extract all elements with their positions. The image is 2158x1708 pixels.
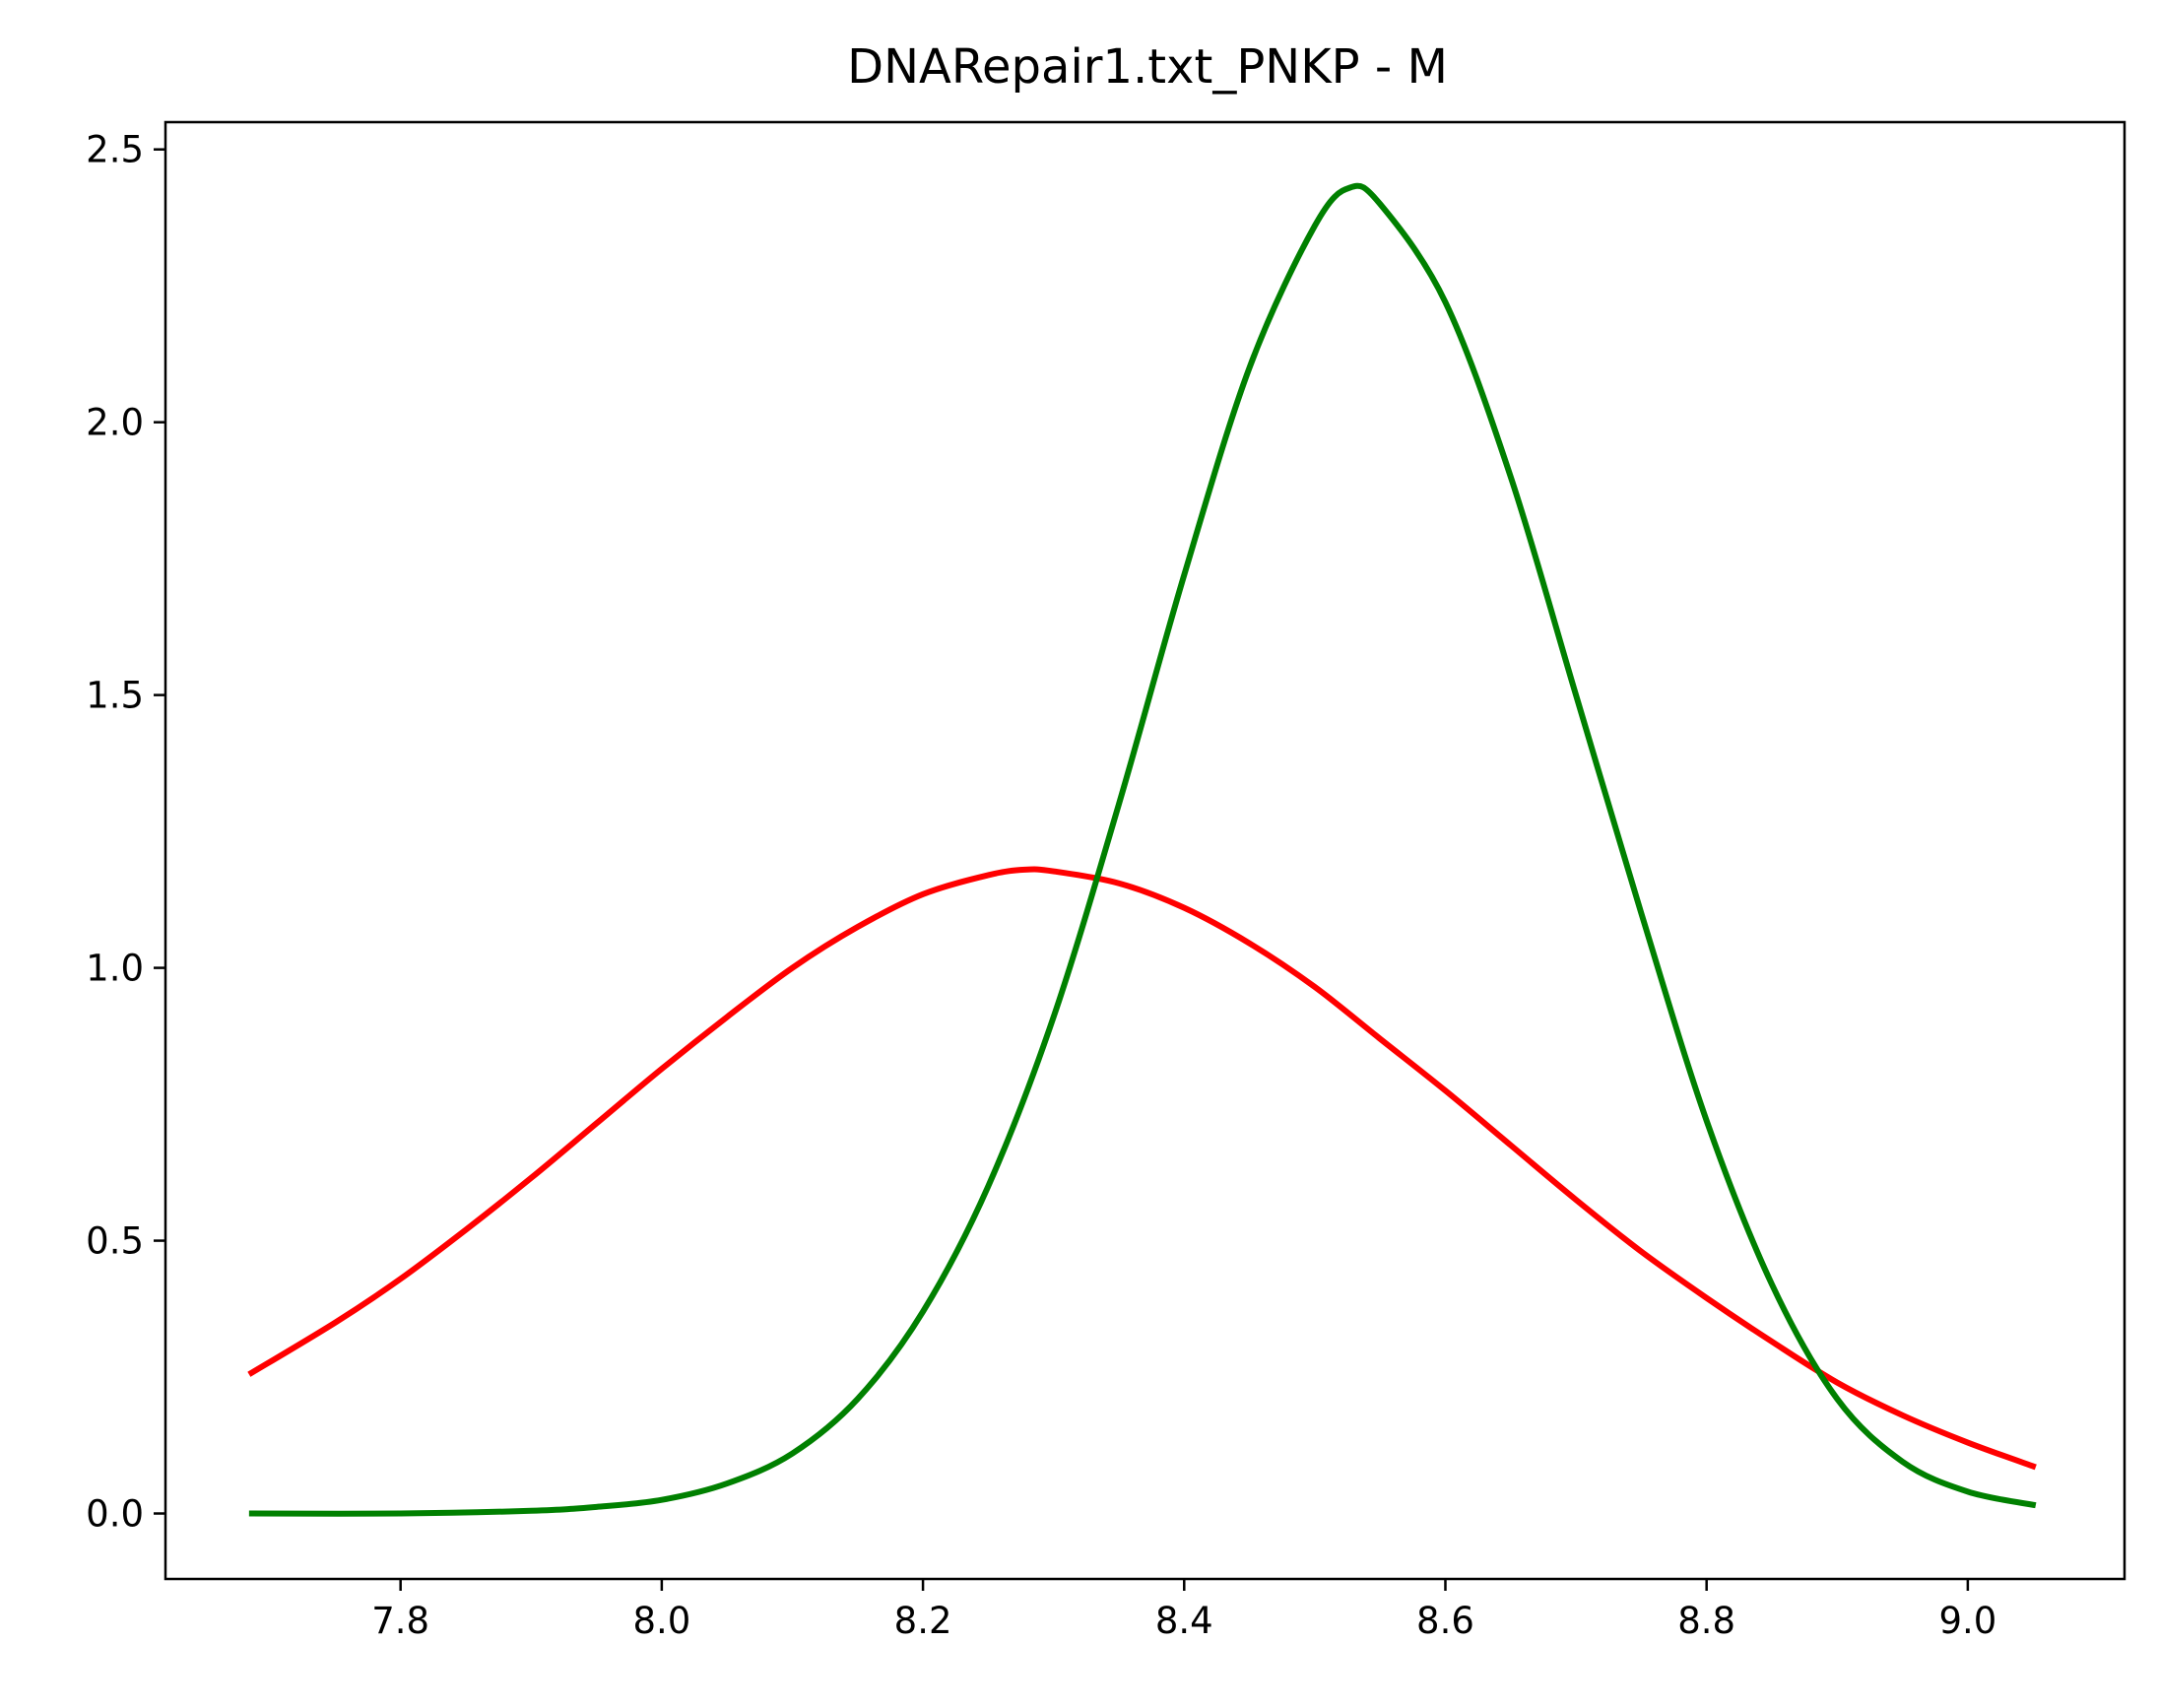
series-line-2 — [248, 182, 2037, 1517]
x-tick-label: 7.8 — [371, 1600, 429, 1642]
x-tick-label: 8.8 — [1677, 1600, 1735, 1642]
x-tick-label: 8.4 — [1155, 1600, 1213, 1642]
series-layer — [247, 182, 2037, 1517]
x-tick-label: 8.2 — [894, 1600, 952, 1642]
y-axis: 0.0 0.5 1.0 1.5 2.0 2.5 — [86, 129, 165, 1536]
y-tick-label: 2.0 — [86, 402, 144, 444]
y-tick-label: 2.5 — [86, 129, 144, 171]
x-tick-label: 8.6 — [1416, 1600, 1474, 1642]
chart-title: DNARepair1.txt_PNKP - M — [847, 39, 1448, 95]
y-tick-label: 0.5 — [86, 1220, 144, 1263]
plot-area-frame — [163, 120, 2126, 1581]
series-line-1 — [247, 866, 2037, 1471]
x-tick-label: 8.0 — [632, 1600, 690, 1642]
x-tick-label: 9.0 — [1938, 1600, 1996, 1642]
y-tick-label: 0.0 — [86, 1493, 144, 1536]
y-tick-label: 1.0 — [86, 948, 144, 990]
y-tick-label: 1.5 — [86, 675, 144, 717]
x-axis: 7.8 8.0 8.2 8.4 8.6 8.8 9.0 — [371, 1579, 1996, 1642]
